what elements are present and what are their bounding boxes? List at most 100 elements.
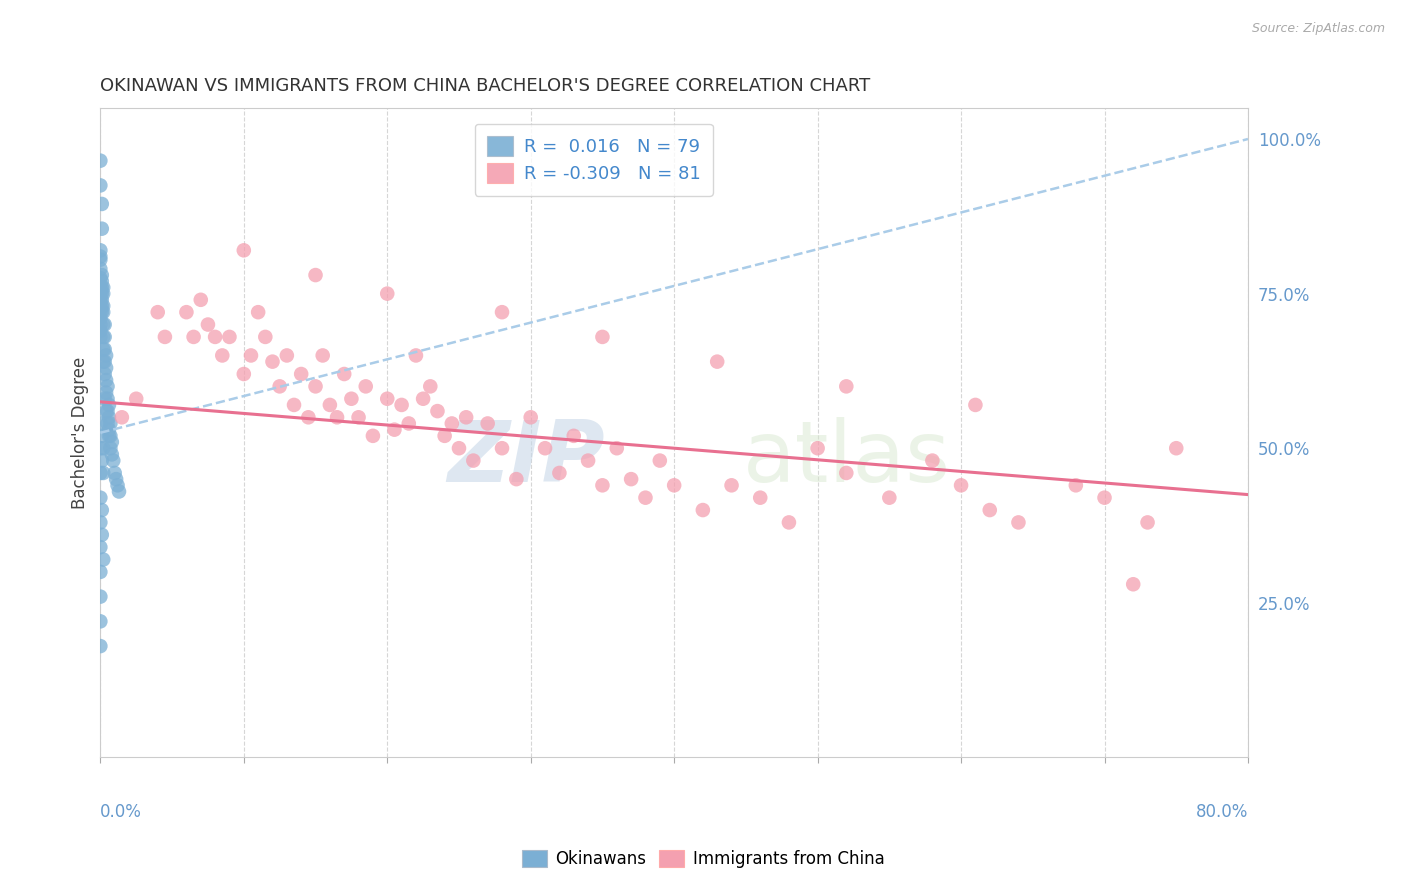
Point [89, 639, 111, 653]
Text: ZIP: ZIP [447, 417, 606, 500]
Point [94, 360, 117, 375]
Point [391, 398, 413, 412]
Point [375, 392, 398, 406]
Text: 0.0%: 0.0% [100, 803, 142, 821]
Point [97, 423, 120, 437]
Point [835, 466, 858, 480]
Point [211, 348, 233, 362]
Point [304, 268, 326, 282]
Point [96, 417, 118, 431]
Point [90, 197, 112, 211]
Point [232, 244, 254, 258]
Point [183, 330, 205, 344]
Point [491, 305, 513, 319]
Point [384, 423, 406, 437]
Point [1136, 516, 1159, 530]
Point [105, 472, 128, 486]
Point [89, 590, 111, 604]
Point [89, 516, 111, 530]
Point [91, 318, 114, 332]
Point [240, 348, 263, 362]
Point [89, 318, 111, 332]
Point [94, 385, 117, 400]
Point [100, 441, 122, 455]
Point [91, 343, 114, 357]
Point [290, 367, 312, 381]
Point [1094, 491, 1116, 505]
Point [921, 453, 943, 467]
Point [312, 348, 335, 362]
Point [100, 429, 122, 443]
Point [606, 441, 628, 455]
Point [89, 417, 111, 431]
Point [548, 466, 571, 480]
Point [89, 615, 111, 629]
Point [90, 528, 112, 542]
Point [620, 472, 643, 486]
Point [254, 330, 277, 344]
Point [519, 410, 541, 425]
Point [1007, 516, 1029, 530]
Point [89, 244, 111, 258]
Point [89, 280, 111, 294]
Point [89, 178, 111, 193]
Point [706, 354, 728, 368]
Point [648, 453, 671, 467]
Point [662, 478, 685, 492]
Point [93, 354, 115, 368]
Point [347, 410, 370, 425]
Point [97, 398, 120, 412]
Point [576, 453, 599, 467]
Point [90, 453, 112, 467]
Point [90, 274, 112, 288]
Point [89, 252, 111, 267]
Point [90, 429, 112, 443]
Point [419, 379, 441, 393]
Point [89, 540, 111, 554]
Point [91, 354, 114, 368]
Point [89, 250, 111, 264]
Point [89, 565, 111, 579]
Point [433, 429, 456, 443]
Point [125, 392, 148, 406]
Point [89, 311, 111, 326]
Point [90, 280, 112, 294]
Point [90, 293, 112, 307]
Text: atlas: atlas [742, 417, 950, 500]
Point [89, 286, 111, 301]
Point [375, 286, 398, 301]
Point [89, 153, 111, 168]
Point [297, 410, 319, 425]
Point [93, 330, 115, 344]
Point [591, 330, 613, 344]
Point [333, 367, 356, 381]
Point [94, 404, 117, 418]
Point [218, 330, 240, 344]
Point [103, 453, 125, 467]
Point [190, 293, 212, 307]
Point [91, 466, 114, 480]
Point [94, 373, 117, 387]
Point [96, 379, 118, 393]
Point [398, 417, 420, 431]
Point [950, 478, 973, 492]
Point [89, 491, 111, 505]
Point [354, 379, 377, 393]
Point [90, 503, 112, 517]
Point [108, 484, 131, 499]
Point [304, 379, 326, 393]
Point [93, 392, 115, 406]
Point [89, 293, 111, 307]
Point [107, 478, 129, 492]
Point [146, 305, 169, 319]
Point [440, 417, 463, 431]
Point [197, 318, 219, 332]
Point [93, 343, 115, 357]
Legend: R =  0.016   N = 79, R = -0.309   N = 81: R = 0.016 N = 79, R = -0.309 N = 81 [475, 124, 713, 196]
Point [91, 299, 114, 313]
Legend: Okinawans, Immigrants from China: Okinawans, Immigrants from China [515, 843, 891, 875]
Point [97, 429, 120, 443]
Point [89, 466, 111, 480]
Point [361, 429, 384, 443]
Text: OKINAWAN VS IMMIGRANTS FROM CHINA BACHELOR'S DEGREE CORRELATION CHART: OKINAWAN VS IMMIGRANTS FROM CHINA BACHEL… [100, 78, 870, 95]
